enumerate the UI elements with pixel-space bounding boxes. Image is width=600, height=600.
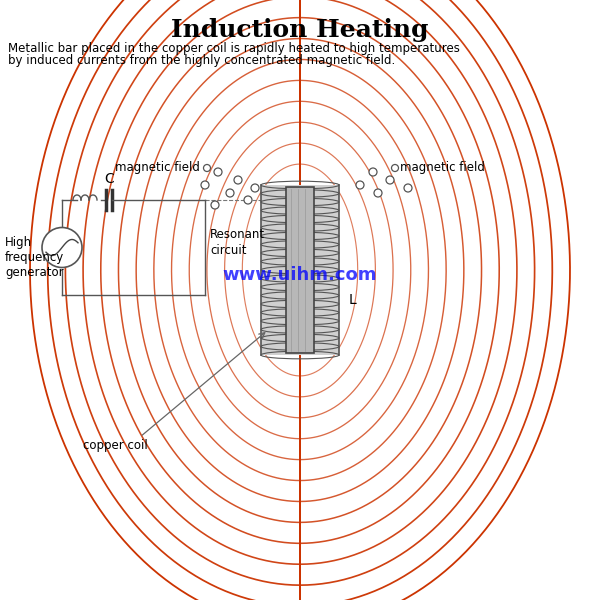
Circle shape: [226, 189, 234, 197]
Text: www.uihm.com: www.uihm.com: [223, 266, 377, 284]
Text: High
frequency
generator: High frequency generator: [5, 236, 64, 279]
Circle shape: [203, 164, 211, 172]
Circle shape: [42, 227, 82, 268]
Circle shape: [251, 184, 259, 192]
Text: by induced currents from the highly concentrated magnetic field.: by induced currents from the highly conc…: [8, 54, 395, 67]
Circle shape: [374, 189, 382, 197]
Circle shape: [234, 176, 242, 184]
Text: magnetic field: magnetic field: [115, 161, 200, 175]
Text: Resonant
circuit: Resonant circuit: [210, 229, 265, 257]
Bar: [261, 185, 339, 355]
Text: Induction Heating: Induction Heating: [171, 18, 429, 42]
Bar: [286, 187, 314, 353]
Circle shape: [211, 201, 219, 209]
Circle shape: [386, 176, 394, 184]
Text: C: C: [104, 172, 114, 186]
Circle shape: [201, 181, 209, 189]
Text: Metallic bar placed in the copper coil is rapidly heated to high temperatures: Metallic bar placed in the copper coil i…: [8, 42, 460, 55]
Text: L: L: [349, 293, 357, 307]
Circle shape: [356, 181, 364, 189]
Circle shape: [392, 164, 398, 172]
Circle shape: [244, 196, 252, 204]
Circle shape: [214, 168, 222, 176]
Circle shape: [369, 168, 377, 176]
Circle shape: [404, 184, 412, 192]
Text: copper coil: copper coil: [83, 439, 148, 451]
Text: magnetic field: magnetic field: [400, 161, 485, 175]
